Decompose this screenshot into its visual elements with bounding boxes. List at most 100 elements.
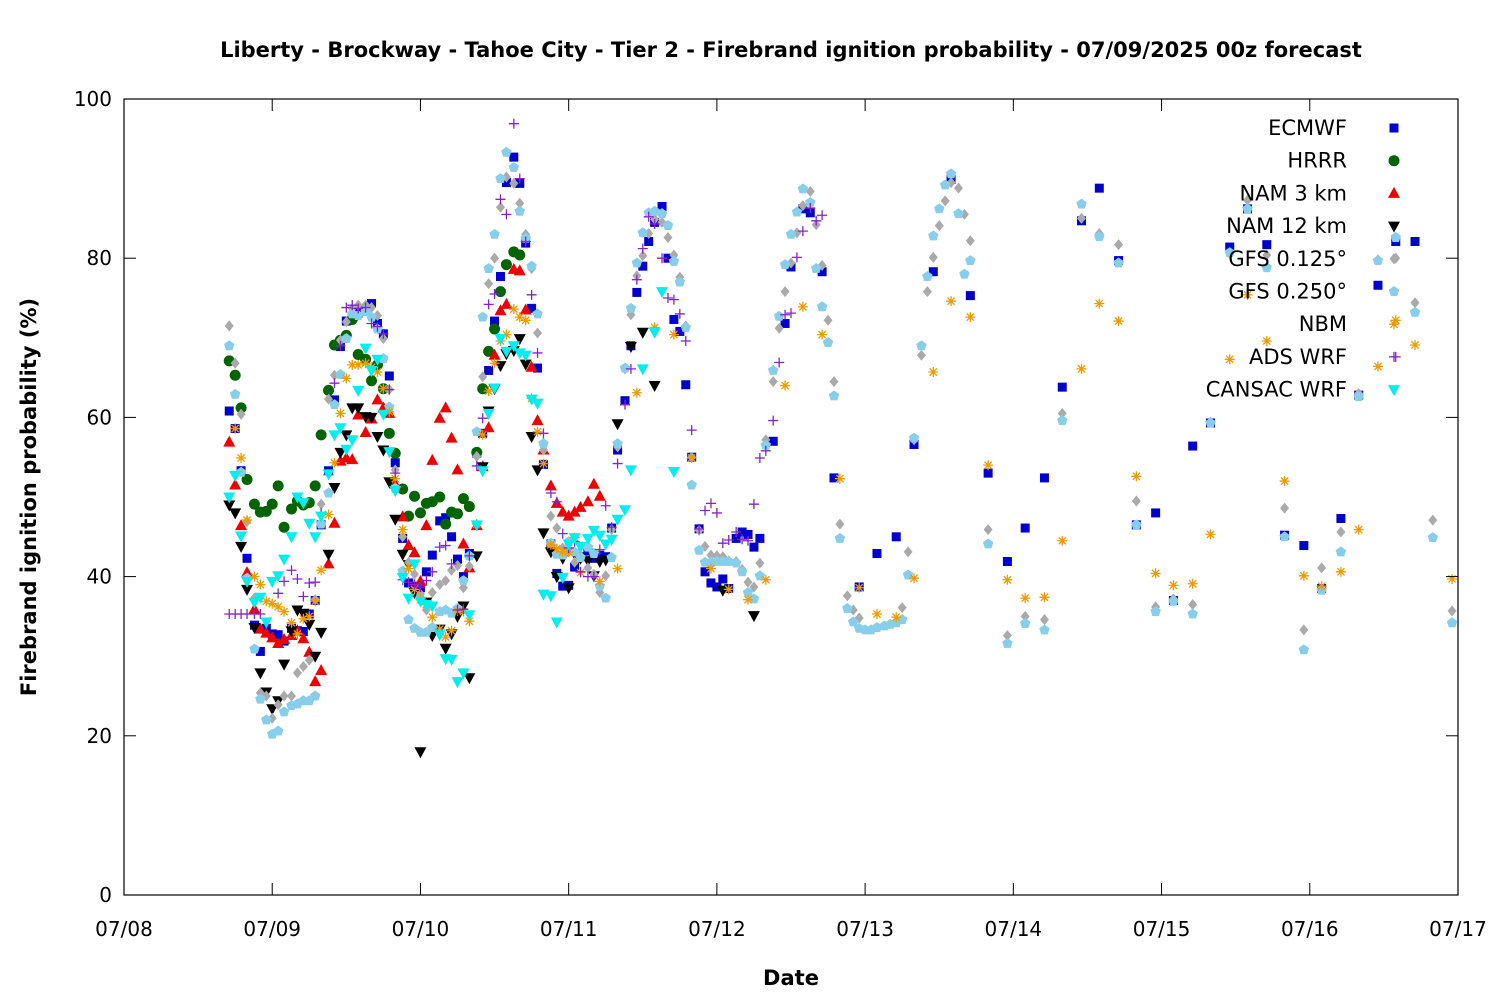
data-point-gfs-0-250 <box>1076 198 1087 209</box>
data-point-gfs-0-125 <box>1447 605 1457 617</box>
data-point-gfs-0-125 <box>279 690 289 702</box>
data-point-cansac-wrf <box>371 354 384 366</box>
data-point-gfs-0-250 <box>526 260 537 271</box>
series-cansac-wrf <box>223 287 680 689</box>
data-point-ads-wrf <box>637 243 648 254</box>
data-point-ads-wrf <box>495 194 506 205</box>
data-point-gfs-0-250 <box>508 161 520 172</box>
y-axis-label: Firebrand ignition probability (%) <box>17 298 41 696</box>
data-point-ecmwf <box>255 646 265 656</box>
data-point-gfs-0-125 <box>1428 514 1438 526</box>
data-point-nbm <box>267 598 278 609</box>
data-point-cansac-wrf <box>291 492 304 504</box>
legend-label: NBM <box>1299 312 1347 336</box>
data-point-cansac-wrf <box>414 596 427 608</box>
data-point-ecmwf <box>1002 556 1012 566</box>
data-point-hrrr <box>434 491 446 503</box>
data-point-gfs-0-125 <box>706 549 716 561</box>
x-tick-label: 07/09 <box>243 917 301 941</box>
x-tick-label: 07/11 <box>540 917 598 941</box>
data-point-ads-wrf <box>748 499 759 510</box>
data-point-cansac-wrf <box>340 444 353 456</box>
data-point-cansac-wrf <box>285 532 298 544</box>
data-point-gfs-0-250 <box>730 557 742 568</box>
data-point-gfs-0-125 <box>903 546 913 558</box>
data-point-nbm <box>347 359 358 370</box>
data-point-gfs-0-125 <box>1020 610 1030 622</box>
data-point-hrrr <box>500 259 512 271</box>
data-point-gfs-0-125 <box>755 557 765 569</box>
x-tick-label: 07/08 <box>95 917 153 941</box>
data-point-cansac-wrf <box>531 398 544 410</box>
data-point-ads-wrf <box>743 535 754 546</box>
data-point-gfs-0-250 <box>532 308 543 319</box>
x-axis-label: Date <box>763 966 819 990</box>
series-nam-12-km <box>223 327 760 759</box>
data-point-gfs-0-250 <box>680 321 691 332</box>
data-point-gfs-0-125 <box>441 575 451 587</box>
legend-marker-gfs-0-250 <box>1388 286 1400 296</box>
data-point-ecmwf <box>495 272 505 282</box>
data-point-ads-wrf <box>279 576 290 587</box>
data-point-nbm <box>1447 573 1458 584</box>
data-point-ecmwf <box>224 406 234 416</box>
data-point-cansac-wrf <box>587 525 600 537</box>
data-point-cansac-wrf <box>574 541 587 553</box>
data-point-nam-3-km <box>593 489 606 501</box>
data-point-ads-wrf <box>421 575 432 586</box>
data-point-gfs-0-250 <box>495 173 506 184</box>
data-point-ecmwf <box>298 627 308 637</box>
data-point-ads-wrf <box>723 534 734 545</box>
data-point-gfs-0-125 <box>316 498 326 510</box>
legend: ECMWF HRRR NAM 3 km NAM 12 km GFS 0.125° GFS … <box>1206 116 1400 402</box>
data-point-nbm <box>434 624 445 635</box>
data-point-nam-3-km <box>587 477 600 489</box>
data-point-gfs-0-250 <box>1039 624 1050 635</box>
data-point-nbm <box>1242 289 1253 300</box>
data-point-hrrr <box>266 498 278 510</box>
data-point-gfs-0-250 <box>600 592 611 603</box>
data-point-gfs-0-250 <box>656 208 668 219</box>
data-point-gfs-0-250 <box>1390 232 1401 242</box>
data-point-cansac-wrf <box>568 533 581 545</box>
data-point-gfs-0-250 <box>686 479 697 490</box>
data-point-ads-wrf <box>674 308 685 319</box>
data-point-cansac-wrf <box>624 465 637 477</box>
data-point-cansac-wrf <box>223 492 236 504</box>
data-point-cansac-wrf <box>488 383 501 395</box>
data-point-ads-wrf <box>791 252 802 263</box>
data-point-nbm <box>1353 524 1364 535</box>
data-point-gfs-0-250 <box>272 725 284 736</box>
data-point-cansac-wrf <box>315 511 328 523</box>
data-point-ecmwf <box>657 201 667 211</box>
data-point-gfs-0-125 <box>515 197 525 209</box>
data-point-nam-12-km <box>611 419 624 431</box>
data-point-ecmwf <box>558 581 568 591</box>
data-point-nbm <box>545 539 556 550</box>
data-point-gfs-0-250 <box>341 333 352 344</box>
data-point-ads-wrf <box>700 505 711 516</box>
data-point-ecmwf <box>718 574 728 584</box>
data-point-gfs-0-125 <box>601 570 611 582</box>
data-point-ads-wrf <box>508 118 519 129</box>
data-point-ecmwf <box>1410 236 1420 246</box>
data-point-ads-wrf <box>600 500 611 511</box>
data-point-gfs-0-125 <box>953 182 963 194</box>
data-point-cansac-wrf <box>599 539 612 551</box>
data-point-nbm <box>360 358 371 369</box>
x-tick-label: 07/17 <box>1429 917 1487 941</box>
data-point-nam-12-km <box>414 747 427 759</box>
data-point-nbm <box>946 296 957 307</box>
data-point-nam-12-km <box>248 623 261 635</box>
data-point-gfs-0-250 <box>329 399 340 410</box>
data-point-gfs-0-250 <box>822 337 834 348</box>
data-point-ecmwf <box>632 287 642 297</box>
data-point-gfs-0-250 <box>902 569 914 580</box>
legend-label: GFS 0.250° <box>1228 280 1347 304</box>
data-point-ads-wrf <box>477 413 488 424</box>
data-point-ads-wrf <box>551 496 562 507</box>
y-tick-label: 40 <box>87 565 112 589</box>
data-point-gfs-0-250 <box>588 548 600 558</box>
data-point-gfs-0-125 <box>663 232 673 244</box>
data-point-nam-12-km <box>562 583 575 595</box>
